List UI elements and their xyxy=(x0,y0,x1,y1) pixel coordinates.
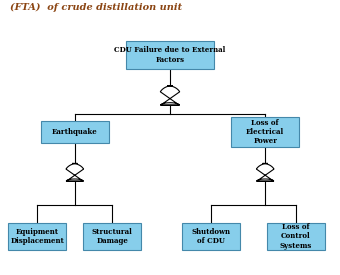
Text: Earthquake: Earthquake xyxy=(52,128,98,136)
Text: Equipment
Displacement: Equipment Displacement xyxy=(11,228,64,245)
FancyBboxPatch shape xyxy=(126,41,214,69)
Text: Loss of
Electrical
Power: Loss of Electrical Power xyxy=(246,119,284,145)
Text: Shutdown
of CDU: Shutdown of CDU xyxy=(191,228,230,245)
FancyBboxPatch shape xyxy=(41,121,109,143)
FancyBboxPatch shape xyxy=(267,223,325,250)
Polygon shape xyxy=(256,163,274,181)
FancyBboxPatch shape xyxy=(182,223,240,250)
Text: (FTA)  of crude distillation unit: (FTA) of crude distillation unit xyxy=(10,3,182,12)
Polygon shape xyxy=(66,163,84,181)
Text: Structural
Damage: Structural Damage xyxy=(92,228,133,245)
FancyBboxPatch shape xyxy=(83,223,141,250)
FancyBboxPatch shape xyxy=(8,223,66,250)
Text: CDU Failure due to External
Factors: CDU Failure due to External Factors xyxy=(114,46,226,64)
FancyBboxPatch shape xyxy=(231,117,299,147)
Text: Loss of
Control
Systems: Loss of Control Systems xyxy=(280,223,312,250)
Polygon shape xyxy=(160,86,180,105)
